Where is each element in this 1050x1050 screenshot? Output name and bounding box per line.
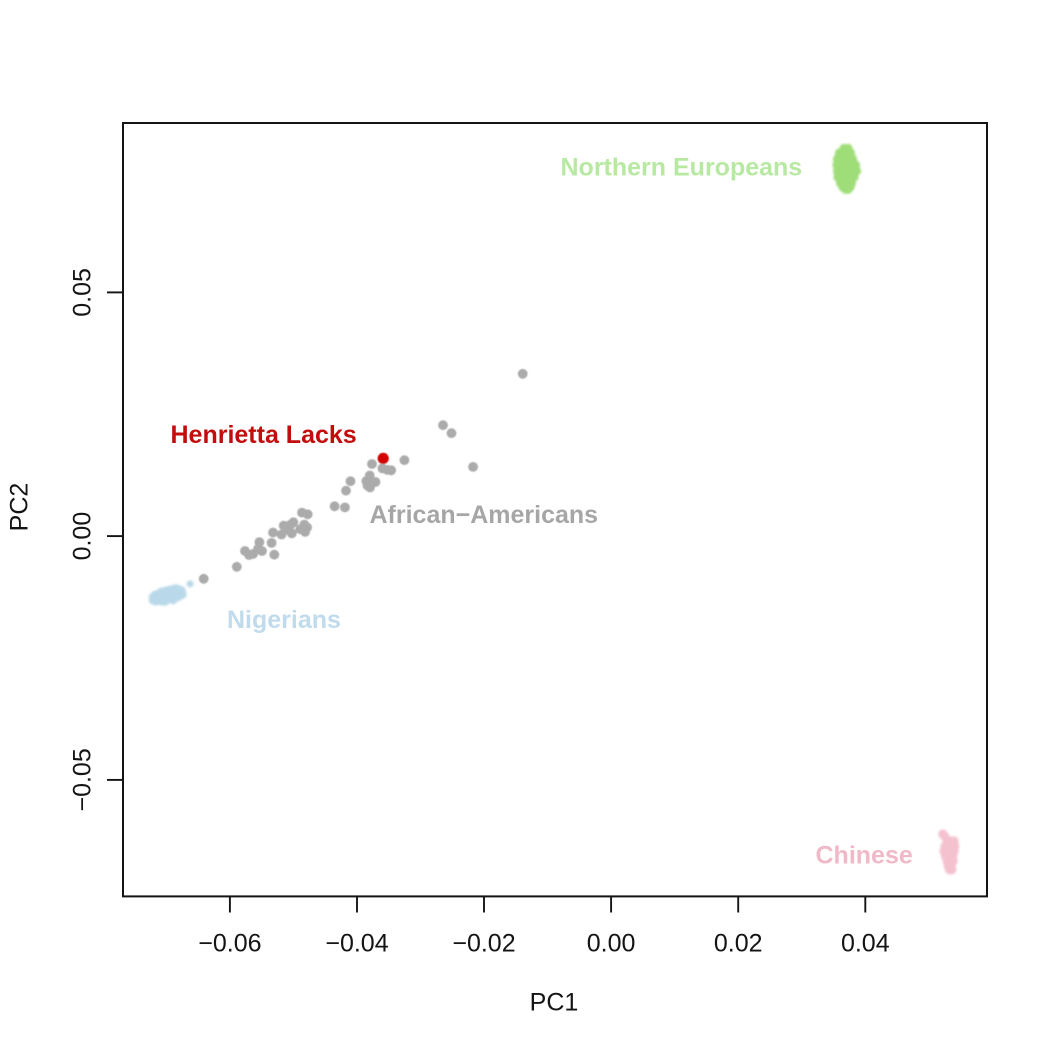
- svg-text:Henrietta Lacks: Henrietta Lacks: [171, 421, 357, 449]
- svg-text:0.02: 0.02: [714, 929, 763, 957]
- svg-text:0.00: 0.00: [587, 929, 636, 957]
- svg-text:Nigerians: Nigerians: [227, 606, 341, 634]
- svg-text:−0.02: −0.02: [452, 929, 515, 957]
- svg-text:−0.05: −0.05: [69, 748, 97, 811]
- svg-text:0.05: 0.05: [69, 268, 97, 317]
- svg-text:African−Americans: African−Americans: [370, 501, 599, 529]
- svg-text:PC2: PC2: [6, 483, 34, 532]
- svg-text:−0.06: −0.06: [198, 929, 261, 957]
- svg-text:PC1: PC1: [530, 989, 579, 1017]
- svg-text:Chinese: Chinese: [816, 842, 913, 870]
- svg-text:Northern Europeans: Northern Europeans: [561, 154, 803, 182]
- svg-text:0.00: 0.00: [69, 512, 97, 561]
- svg-text:−0.04: −0.04: [325, 929, 388, 957]
- svg-text:0.04: 0.04: [841, 929, 890, 957]
